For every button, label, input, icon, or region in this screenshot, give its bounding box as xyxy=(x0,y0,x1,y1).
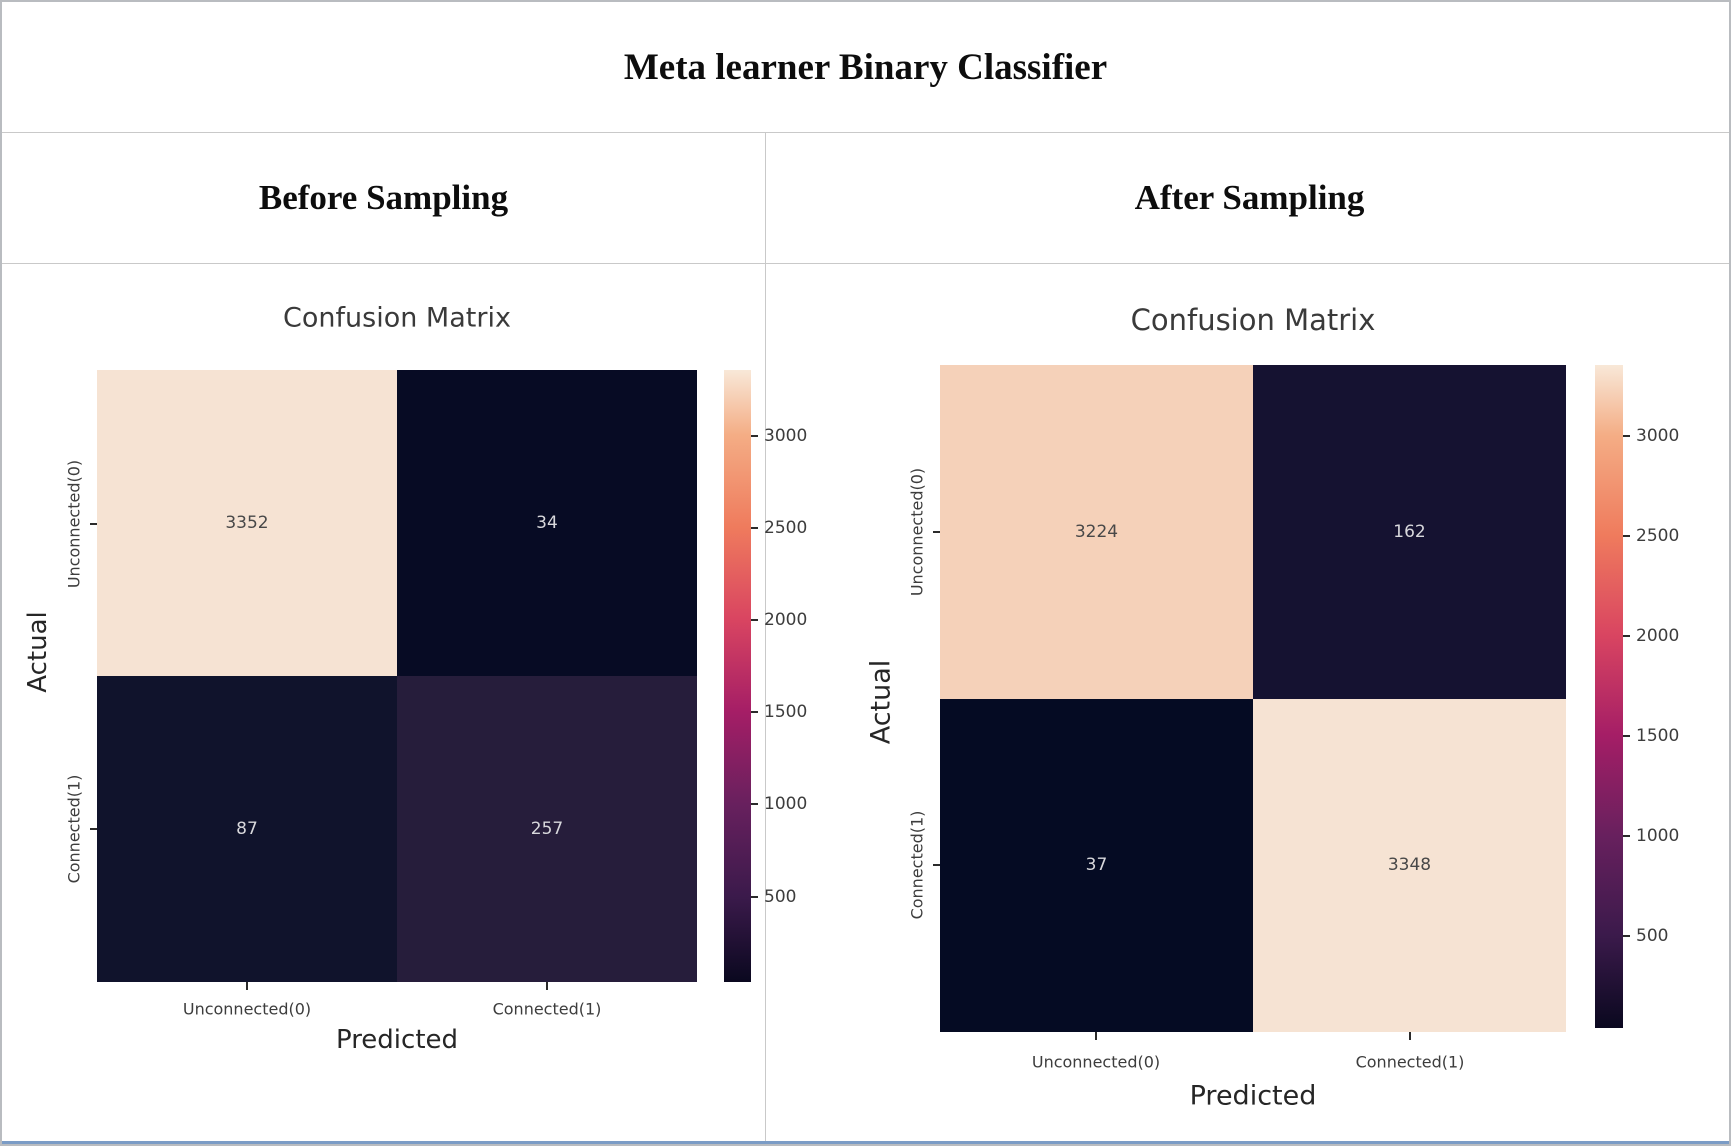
page-title: Meta learner Binary Classifier xyxy=(623,46,1108,88)
bottom-accent-line xyxy=(2,1141,1729,1144)
colorbar-tick-label: 1500 xyxy=(1636,726,1680,746)
y-tick-label-unconnected: Unconnected(0) xyxy=(64,459,84,589)
table-border-under-headers xyxy=(2,263,1729,264)
chart-title: Confusion Matrix xyxy=(283,302,511,334)
cell-value: 37 xyxy=(1085,855,1108,876)
y-axis-label: Actual xyxy=(23,611,53,693)
x-axis-label: Predicted xyxy=(1189,1080,1317,1112)
colorbar-tick-label: 2000 xyxy=(764,610,808,630)
colorbar-tick-mark xyxy=(751,896,758,898)
table-border-column-divider xyxy=(765,133,766,1141)
cell-value: 257 xyxy=(530,819,564,839)
heatmap-cell-true-positive: 257 xyxy=(397,676,697,982)
colorbar-tick-mark xyxy=(1623,535,1630,537)
colorbar-tick-mark xyxy=(751,711,758,713)
x-axis-label: Predicted xyxy=(335,1025,459,1055)
y-tick-mark xyxy=(90,828,97,830)
x-tick-label-connected: Connected(1) xyxy=(492,999,602,1019)
y-tick-mark xyxy=(933,531,940,533)
y-tick-label-connected: Connected(1) xyxy=(907,810,927,920)
heatmap-cell-true-positive: 3348 xyxy=(1253,698,1566,1032)
x-tick-mark xyxy=(246,982,248,990)
colorbar-tick-label: 500 xyxy=(764,887,797,907)
x-tick-label-unconnected: Unconnected(0) xyxy=(1031,1052,1161,1072)
colorbar-tick-mark xyxy=(1623,835,1630,837)
y-tick-mark xyxy=(90,523,97,525)
heatmap-cell-true-negative: 3224 xyxy=(940,365,1253,699)
cell-value: 3352 xyxy=(225,513,269,533)
y-axis-label: Actual xyxy=(865,659,897,745)
cell-value: 162 xyxy=(1393,521,1426,542)
colorbar-tick-label: 2500 xyxy=(764,518,808,538)
colorbar-tick-label: 500 xyxy=(1636,926,1669,946)
colorbar-tick-mark xyxy=(1623,935,1630,937)
x-tick-mark xyxy=(1409,1032,1411,1040)
y-tick-label-unconnected: Unconnected(0) xyxy=(907,467,927,597)
cell-value: 34 xyxy=(536,513,558,533)
confusion-matrix-before: 3352 34 87 257 xyxy=(97,370,697,982)
cell-value: 87 xyxy=(236,819,258,839)
colorbar-tick-mark xyxy=(1623,435,1630,437)
colorbar-tick-mark xyxy=(751,527,758,529)
x-tick-mark xyxy=(1095,1032,1097,1040)
colorbar-tick-label: 2000 xyxy=(1636,626,1680,646)
y-tick-mark xyxy=(933,864,940,866)
column-header-after-sampling: After Sampling xyxy=(1134,178,1365,217)
cell-value: 3224 xyxy=(1074,521,1119,542)
confusion-matrix-after: 3224 162 37 3348 xyxy=(940,365,1566,1032)
heatmap-cell-false-negative: 37 xyxy=(940,698,1253,1032)
column-header-before-sampling: Before Sampling xyxy=(258,178,509,217)
heatmap-cell-false-positive: 162 xyxy=(1253,365,1566,699)
colorbar-tick-mark xyxy=(751,803,758,805)
colorbar-tick-label: 3000 xyxy=(764,426,808,446)
colorbar-tick-mark xyxy=(1623,735,1630,737)
table-border-under-title xyxy=(2,132,1729,133)
heatmap-cell-false-negative: 87 xyxy=(97,676,397,982)
colorbar-after xyxy=(1595,365,1623,1028)
colorbar-tick-mark xyxy=(1623,635,1630,637)
chart-title: Confusion Matrix xyxy=(1130,303,1376,337)
colorbar-tick-label: 2500 xyxy=(1636,526,1680,546)
colorbar-tick-label: 1000 xyxy=(764,794,808,814)
colorbar-tick-mark xyxy=(751,619,758,621)
colorbar-tick-label: 1500 xyxy=(764,702,808,722)
colorbar-tick-mark xyxy=(751,435,758,437)
x-tick-mark xyxy=(546,982,548,990)
y-tick-label-connected: Connected(1) xyxy=(64,774,84,884)
x-tick-label-unconnected: Unconnected(0) xyxy=(182,999,312,1019)
colorbar-before xyxy=(724,370,751,982)
cell-value: 3348 xyxy=(1387,855,1432,876)
x-tick-label-connected: Connected(1) xyxy=(1355,1052,1465,1072)
heatmap-cell-false-positive: 34 xyxy=(397,370,697,676)
heatmap-cell-true-negative: 3352 xyxy=(97,370,397,676)
colorbar-tick-label: 3000 xyxy=(1636,426,1680,446)
colorbar-tick-label: 1000 xyxy=(1636,826,1680,846)
